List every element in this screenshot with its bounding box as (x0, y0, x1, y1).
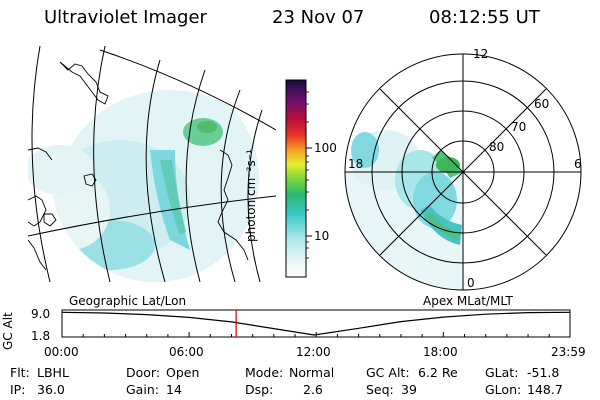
timeline-ytick-bottom: 1.8 (31, 329, 51, 343)
mode-value: Normal (289, 365, 335, 380)
dsp-label: Dsp: (245, 382, 274, 397)
colorbar-tick-100: 100 (314, 141, 337, 155)
glon-value: 148.7 (527, 382, 563, 397)
timeline-xtick-0600: 06:00 (169, 345, 204, 359)
timeline-xtick-2359: 23:59 (551, 345, 586, 359)
door-label: Door: (126, 365, 161, 380)
seq-label: Seq: (366, 382, 394, 397)
mlat-label-80: 80 (489, 140, 505, 154)
glon-label: GLon: (485, 382, 522, 397)
time-label: 08:12:55 UT (429, 7, 540, 28)
orbit-profile-line (61, 311, 571, 336)
dsp-value: 2.6 (303, 382, 323, 397)
gc-alt-value: 6.2 Re (418, 365, 458, 380)
timeline-right-title: Apex MLat/MLT (423, 294, 513, 308)
colorbar-tick-10: 10 (314, 229, 330, 243)
seq-value: 39 (401, 382, 417, 397)
mlt-label-6: 6 (574, 157, 582, 171)
ip-value: 36.0 (37, 382, 65, 397)
door-value: Open (166, 365, 200, 380)
timeline-xtick-0000: 00:00 (44, 345, 79, 359)
gain-label: Gain: (126, 382, 159, 397)
timeline-xtick-1200: 12:00 (296, 345, 331, 359)
timeline-ytick-top: 9.0 (31, 307, 51, 321)
glat-value: -51.8 (527, 365, 560, 380)
mlt-label-18: 18 (348, 157, 364, 171)
mlat-label-70: 70 (511, 120, 527, 134)
instrument-title: Ultraviolet Imager (44, 7, 207, 28)
gain-value: 14 (166, 382, 182, 397)
timeline-left-title: Geographic Lat/Lon (69, 294, 187, 308)
flt-label: Flt: (10, 365, 30, 380)
date-label: 23 Nov 07 (272, 7, 365, 28)
timeline-xtick-1800: 18:00 (423, 345, 458, 359)
gc-alt-label: GC Alt: (366, 365, 410, 380)
mlat-label-60: 60 (534, 97, 550, 111)
flt-value: LBHL (37, 365, 69, 380)
mode-label: Mode: (245, 365, 284, 380)
glat-label: GLat: (485, 365, 519, 380)
ip-label: IP: (10, 382, 26, 397)
mlt-label-0: 0 (467, 276, 475, 290)
mlt-label-12: 12 (473, 47, 489, 61)
